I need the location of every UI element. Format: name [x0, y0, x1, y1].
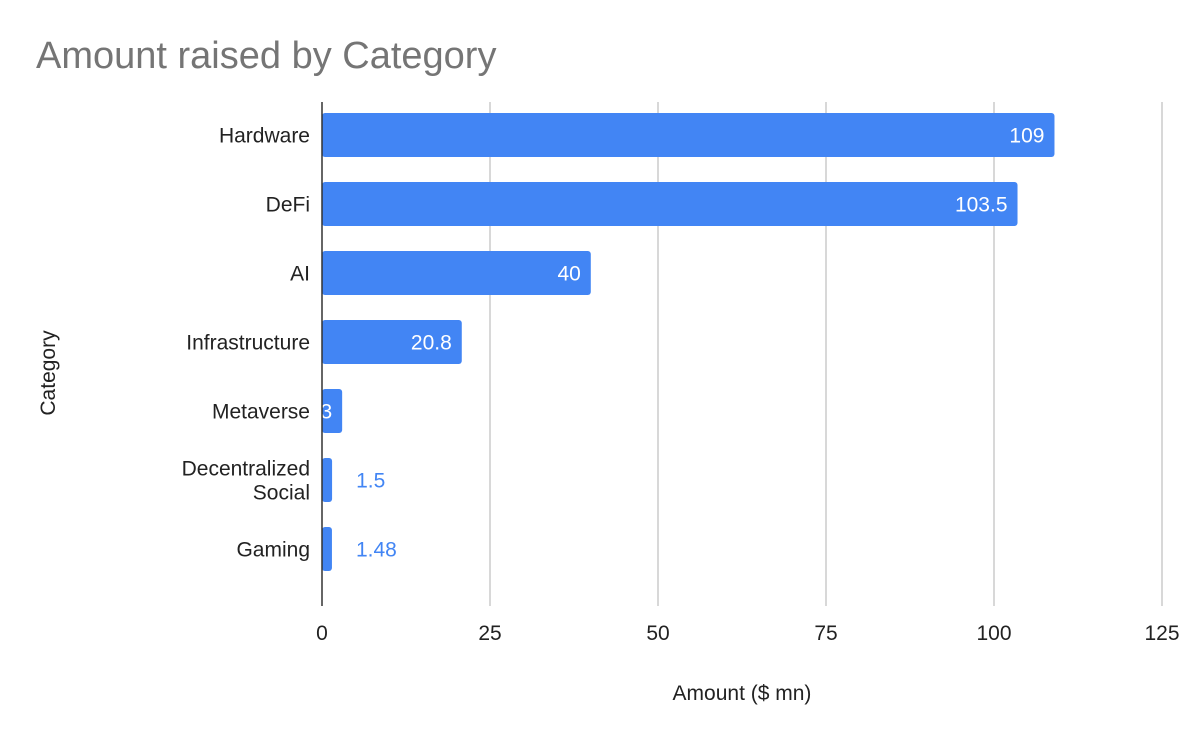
x-tick-label: 125	[1144, 622, 1179, 645]
bar	[322, 458, 333, 502]
category-label: AI	[290, 263, 310, 286]
data-label: 3	[320, 401, 332, 424]
x-tick-labels: 0 25 50 75 100 125	[316, 622, 1179, 645]
bar	[322, 389, 343, 433]
chart-title: Amount raised by Category	[36, 35, 496, 77]
data-label: 40	[557, 263, 580, 286]
gridlines	[489, 102, 1163, 606]
category-label: DeFi	[266, 194, 310, 217]
x-tick-label: 100	[976, 622, 1011, 645]
bar	[322, 527, 332, 571]
data-label: 103.5	[955, 194, 1008, 217]
category-label: Gaming	[236, 539, 310, 562]
x-tick-label: 25	[478, 622, 501, 645]
x-tick-label: 0	[316, 622, 328, 645]
x-axis-title: Amount ($ mn)	[673, 682, 812, 705]
bar	[322, 251, 591, 295]
category-label: Decentralized Social	[182, 458, 310, 505]
data-label: 20.8	[411, 332, 452, 355]
data-label: 109	[1009, 125, 1044, 148]
x-tick-label: 75	[814, 622, 837, 645]
bar	[322, 182, 1018, 226]
data-labels: 109 103.5 40 20.8 3 1.5 1.48	[320, 125, 1044, 562]
category-label: Hardware	[219, 125, 310, 148]
bars	[322, 113, 1055, 571]
category-label: Metaverse	[212, 401, 310, 424]
bar	[322, 320, 462, 364]
x-tick-label: 50	[646, 622, 669, 645]
category-label: Infrastructure	[186, 332, 310, 355]
y-axis-title: Category	[37, 330, 60, 416]
bar	[322, 113, 1055, 157]
category-labels: Hardware DeFi AI Infrastructure Metaverse Dec…	[182, 125, 310, 562]
data-label: 1.5	[356, 470, 385, 493]
data-label: 1.48	[356, 539, 397, 562]
